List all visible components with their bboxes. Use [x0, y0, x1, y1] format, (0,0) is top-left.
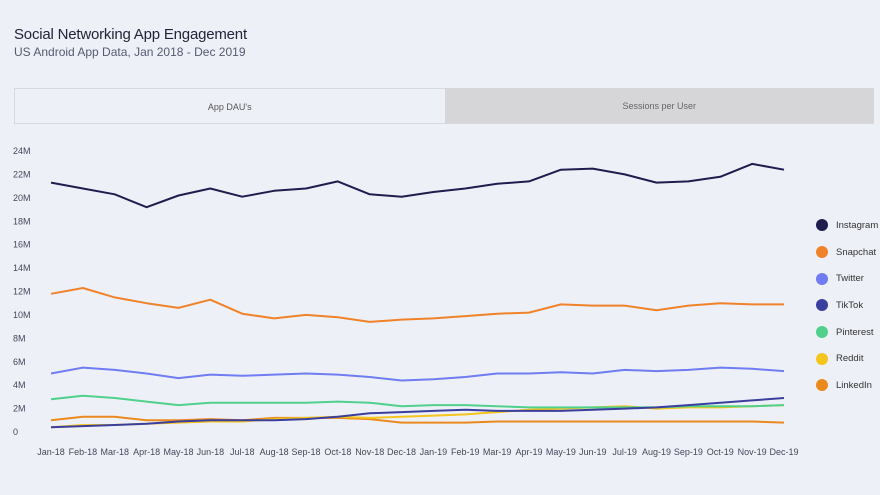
series-line-twitter — [50, 366, 785, 382]
y-tick-label: 18M — [13, 216, 31, 226]
legend-label: Twitter — [836, 273, 864, 285]
x-axis: Jan-18 Feb-18 Mar-18 Apr-18 May-18 Jun-18 Jul-… — [37, 447, 798, 457]
series-lines — [50, 162, 785, 429]
legend-label: TikTok — [836, 299, 864, 311]
legend-label: Snapchat — [836, 246, 877, 258]
y-tick-label: 16M — [13, 240, 31, 250]
legend-item-pinterest[interactable]: Pinterest — [816, 319, 878, 346]
x-tick-label: Aug-18 — [260, 447, 289, 457]
legend-label: Reddit — [836, 353, 864, 365]
legend-marker-icon — [816, 246, 828, 259]
legend-marker-icon — [816, 299, 828, 312]
series-line-instagram — [50, 162, 785, 209]
x-tick-label: May-19 — [546, 447, 576, 457]
y-tick-label: 12M — [13, 287, 31, 297]
legend-item-instagram[interactable]: Instagram — [816, 212, 878, 239]
legend-label: LinkedIn — [836, 379, 872, 391]
legend-marker-icon — [816, 272, 828, 285]
legend-marker-icon — [816, 352, 828, 365]
x-tick-label: Jul-18 — [230, 447, 255, 457]
tab-divider — [14, 123, 874, 124]
legend-label: Pinterest — [836, 326, 874, 338]
x-tick-label: May-18 — [163, 447, 193, 457]
legend-marker-icon — [816, 219, 828, 232]
tab-bar: App DAU's Sessions per User — [14, 88, 874, 124]
y-tick-label: 4M — [13, 380, 26, 390]
tab-sessions-per-user[interactable]: Sessions per User — [444, 88, 874, 124]
x-tick-label: Mar-18 — [100, 447, 129, 457]
x-tick-label: Nov-19 — [738, 447, 767, 457]
x-tick-label: Feb-18 — [69, 447, 98, 457]
x-tick-label: Apr-18 — [133, 447, 160, 457]
y-tick-label: 2M — [13, 404, 26, 414]
x-tick-label: Nov-18 — [355, 447, 384, 457]
legend-item-twitter[interactable]: Twitter — [816, 265, 878, 292]
series-line-reddit — [50, 404, 785, 429]
y-tick-label: 8M — [13, 333, 26, 343]
tab-app-daus[interactable]: App DAU's — [14, 88, 445, 124]
chart-subtitle: US Android App Data, Jan 2018 - Dec 2019 — [14, 45, 246, 59]
chart-title: Social Networking App Engagement — [14, 26, 247, 43]
x-tick-label: Jun-19 — [579, 447, 607, 457]
x-tick-label: Mar-19 — [483, 447, 512, 457]
x-tick-label: Jun-18 — [197, 447, 225, 457]
x-tick-label: Aug-19 — [642, 447, 671, 457]
legend-marker-icon — [816, 326, 828, 339]
x-tick-label: Sep-18 — [291, 447, 320, 457]
y-tick-label: 6M — [13, 357, 26, 367]
legend-item-linkedin[interactable]: LinkedIn — [816, 372, 878, 399]
y-tick-label: 14M — [13, 263, 31, 273]
y-tick-label: 22M — [13, 169, 31, 179]
legend-marker-icon — [816, 379, 828, 392]
legend-item-snapchat[interactable]: Snapchat — [816, 239, 878, 266]
series-line-linkedin — [50, 415, 785, 424]
x-tick-label: Oct-19 — [707, 447, 734, 457]
x-tick-label: Feb-19 — [451, 447, 480, 457]
y-tick-label: 20M — [13, 193, 31, 203]
y-axis: 0 2M 4M 6M 8M 10M 12M 14M 16M 18M 20M 22M 24M — [13, 146, 31, 437]
series-line-snapchat — [50, 287, 784, 323]
legend: Instagram Snapchat Twitter TikTok Pinterest R… — [816, 212, 878, 399]
x-tick-label: Dec-18 — [387, 447, 416, 457]
legend-item-tiktok[interactable]: TikTok — [816, 292, 878, 319]
x-tick-label: Jan-18 — [37, 447, 65, 457]
x-tick-label: Dec-19 — [769, 447, 798, 457]
y-tick-label: 10M — [13, 310, 31, 320]
series-line-tiktok — [50, 397, 785, 429]
x-tick-label: Jul-19 — [612, 447, 637, 457]
x-tick-label: Oct-18 — [324, 447, 351, 457]
x-tick-label: Apr-19 — [516, 447, 543, 457]
legend-label: Instagram — [836, 219, 879, 231]
y-tick-label: 24M — [13, 146, 31, 156]
legend-item-reddit[interactable]: Reddit — [816, 345, 878, 372]
y-tick-label: 0 — [13, 427, 18, 437]
x-tick-label: Jan-19 — [420, 447, 448, 457]
x-tick-label: Sep-19 — [674, 447, 703, 457]
